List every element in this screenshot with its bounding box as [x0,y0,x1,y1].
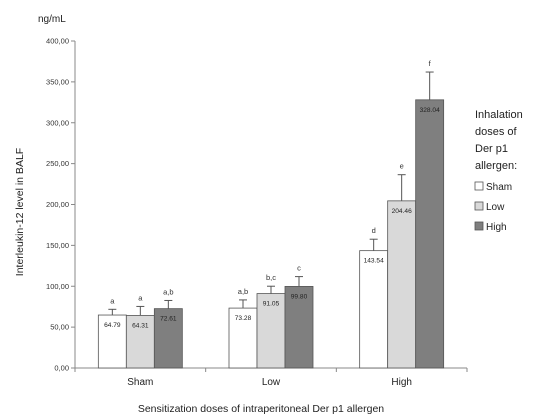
legend: Inhalation doses of Der p1 allergen: Sham Low… [474,109,523,233]
data-label: 64.31 [132,322,149,329]
y-tick-label: 300,00 [46,118,69,127]
significance-label: d [372,226,376,235]
data-label: 64.79 [104,322,121,329]
legend-title-line: allergen: [475,160,517,172]
data-label: 204.46 [392,208,413,215]
x-category-label: High [391,377,412,388]
x-category-label: Sham [127,377,153,388]
legend-swatch-high [474,221,484,231]
significance-label: a,b [163,287,173,296]
legend-label-sham: Sham [486,182,512,193]
y-tick-label: 250,00 [46,159,69,168]
y-axis-title: Interleukin-12 level in BALF [14,148,26,276]
significance-label: e [400,162,404,171]
legend-title-line: Inhalation [475,109,523,121]
data-label: 328.04 [420,107,441,114]
bar-sham-sham [97,314,127,369]
data-label: 72.61 [160,316,177,323]
data-label: 91.05 [263,301,280,308]
bar-sham-high [359,250,389,369]
legend-label-high: High [486,222,507,233]
legend-label-low: Low [486,202,505,213]
significance-label: f [429,59,432,68]
y-tick-label: 400,00 [46,37,69,46]
y-tick-label: 200,00 [46,200,69,209]
significance-label: a [110,296,115,305]
x-category-label: Low [262,377,281,388]
legend-title-line: doses of [475,126,518,138]
legend-swatch-sham [474,181,484,191]
data-label: 73.28 [235,315,252,322]
legend-title-line: Der p1 [475,143,508,155]
significance-label: a [138,293,143,302]
bar-high-high [415,99,445,369]
y-tick-label: 0,00 [54,364,69,373]
data-label: 143.54 [364,258,385,265]
significance-label: b,c [266,273,276,282]
significance-label: c [297,264,301,273]
bar-low-high [387,200,417,369]
x-axis-title: Sensitization doses of intraperitoneal D… [138,403,384,415]
plot-area: 0,00 50,00 100,00 150,00 200,00 250,00 300,00 3… [46,37,468,388]
y-tick-label: 350,00 [46,77,69,86]
significance-label: a,b [238,287,248,296]
data-label: 99.80 [291,293,308,300]
y-tick-label: 100,00 [46,282,69,291]
bar-low-low [256,293,286,369]
legend-swatch-low [474,201,484,211]
unit-label: ng/mL [38,14,66,25]
y-tick-label: 150,00 [46,241,69,250]
y-tick-label: 50,00 [50,323,69,332]
bar-high-sham [153,308,183,369]
